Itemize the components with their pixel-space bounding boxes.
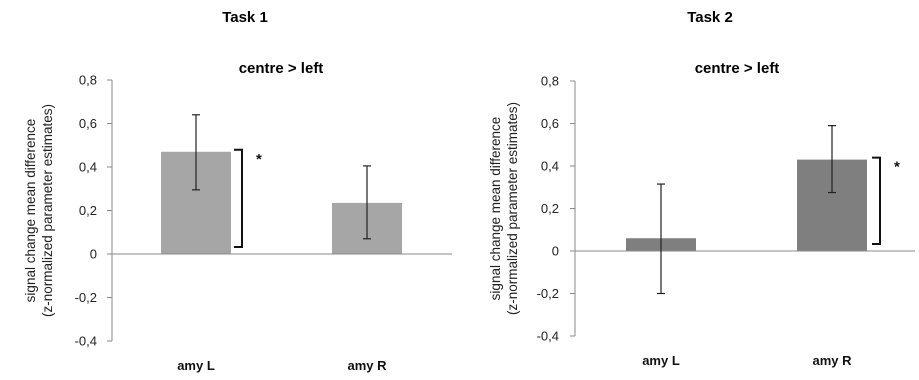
y-tick-label: -0,2 (75, 290, 97, 305)
chart-panel-1: Task 1 centre > left signal change mean di… (23, 9, 452, 373)
panel-title: Task 1 (222, 9, 268, 26)
error-bar (192, 114, 200, 191)
y-tick-label: 0,2 (79, 203, 97, 218)
x-category-label: amy R (812, 353, 852, 368)
y-tick-label: 0,8 (79, 73, 97, 88)
y-tick-label: 0,6 (79, 116, 97, 131)
significance-bracket (234, 148, 243, 248)
y-tick-label: 0,4 (541, 159, 559, 174)
chart-panel-2: Task 2 centre > left signal change mean di… (488, 9, 915, 368)
error-bar (828, 125, 836, 194)
y-axis-label-line-1: signal change mean difference (488, 117, 503, 301)
y-axis-label-line-2: (z-normalized parameter estimates) (40, 104, 55, 317)
error-bar (657, 183, 665, 295)
y-tick-label: 0,2 (541, 201, 559, 216)
significance-marker: * (256, 151, 262, 168)
panel-title: Task 2 (687, 9, 733, 26)
significance-bracket (872, 156, 881, 245)
x-category-label: amy L (642, 353, 680, 368)
error-bar (363, 165, 371, 240)
y-tick-label: 0,8 (541, 74, 559, 89)
y-axis-label-line-2: (z-normalized parameter estimates) (505, 102, 520, 315)
y-tick-label: 0 (90, 247, 97, 262)
y-tick-label: -0,4 (75, 334, 97, 349)
significance-marker: * (894, 159, 900, 176)
y-tick-label: 0 (552, 244, 559, 259)
x-category-label: amy R (347, 358, 387, 373)
chart-title: centre > left (695, 60, 780, 77)
y-axis-label-line-1: signal change mean difference (23, 119, 38, 303)
chart-title: centre > left (239, 60, 324, 77)
y-tick-label: -0,4 (537, 329, 559, 344)
y-tick-label: -0,2 (537, 286, 559, 301)
y-tick-label: 0,6 (541, 116, 559, 131)
y-axis-label: signal change mean difference (z-normaliz… (23, 104, 55, 317)
y-axis-label: signal change mean difference (z-normaliz… (488, 102, 520, 315)
y-tick-label: 0,4 (79, 160, 97, 175)
x-category-label: amy L (177, 358, 215, 373)
